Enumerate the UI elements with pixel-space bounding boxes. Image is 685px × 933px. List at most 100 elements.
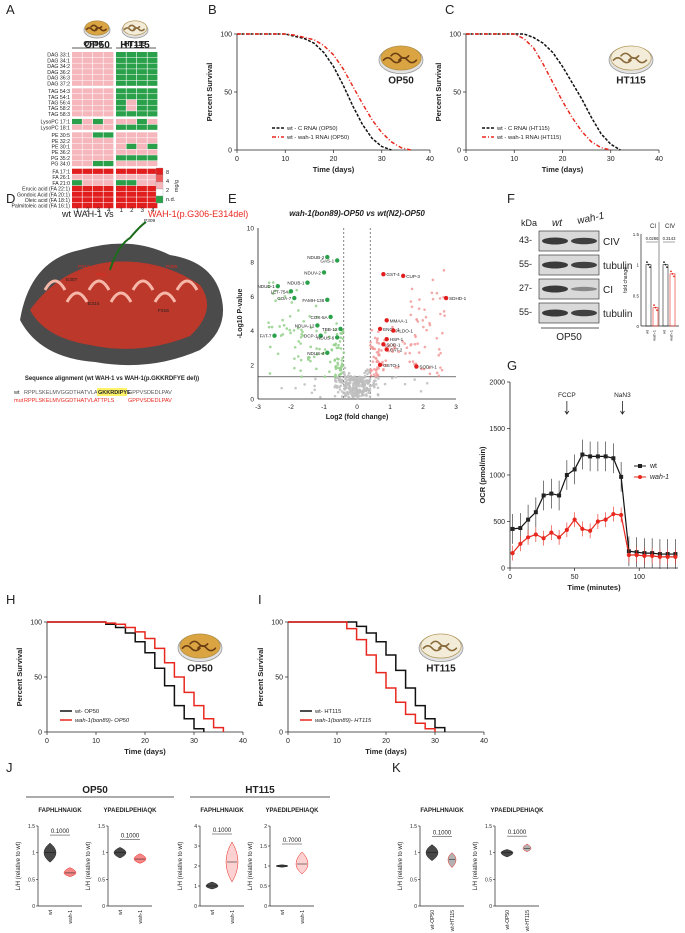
volcano-point [381,360,384,364]
volcano-point [319,395,322,399]
worm-icon [612,56,632,64]
bar-dot [646,261,648,264]
dish-op50-icon: OP50 [378,45,424,87]
series-line-0 [288,621,446,732]
violin [205,881,219,890]
violin-x-label: wt [48,909,54,915]
bar-dot [649,266,651,269]
heatmap-cell [116,69,126,75]
peptide-title: FAPHLHNAIGK [200,808,244,814]
dish-ht115-icon: HT115 [120,20,150,51]
heatmap-row-label: LysoPC 18:1 [40,125,70,131]
heatmap-row-label: PG 35:2 [51,156,70,162]
residue-label: P305 [166,264,178,270]
heatmap-cell [116,174,126,180]
volcano-point [347,396,351,399]
heatmap-cell [147,99,158,105]
heatmap-cell [82,74,93,81]
blot-band [571,237,597,245]
heatmap-cell [103,138,114,144]
heatmap-row-label: TAG 56:4 [48,100,70,106]
heatmap-cell [82,143,93,150]
y-tick-label: 1.5 [98,824,105,830]
y-tick-label: 10 [247,226,255,233]
series-line-1 [466,33,611,151]
p-value: 0.7000 [283,838,302,844]
bar-dot [671,272,674,275]
heatmap-cell [93,57,103,63]
volcano-point [408,360,412,364]
worm-icon [123,27,136,32]
dish-label: OP50 [84,40,110,51]
volcano-point [290,301,294,304]
heatmap-cell [82,105,93,111]
volcano-point [361,385,365,388]
data-point [665,554,670,559]
heatmap-cell [147,160,158,167]
data-point [603,454,608,459]
volcano-point [340,364,343,368]
data-point [510,526,515,531]
y-tick-label: 0 [457,148,461,155]
violin-x-label: wah-1 [300,910,306,924]
series-line-1 [47,621,225,732]
heatmap-cell [147,143,158,150]
volcano-point [358,394,361,398]
volcano-point [330,348,333,351]
heatmap-cell [116,132,126,138]
volcano-point [422,367,426,371]
heatmap-cell [72,69,82,75]
volcano-point [339,368,343,372]
legend-entry: wah-1(bon89)- OP50 [75,718,130,724]
volcano-point [367,371,371,374]
bar-dot [664,263,667,266]
worm-icon [390,52,410,60]
x-tick-label: 40 [480,738,488,745]
heatmap-cell [103,52,114,58]
legend-swatch [155,167,164,176]
heatmap-cell [72,180,82,186]
heatmap-cell [137,88,147,94]
volcano-point [361,382,364,386]
data-point [518,541,523,546]
y-tick-label: 1 [414,851,417,857]
heatmap-cell [137,94,147,100]
heatmap-cell [103,74,114,81]
volcano-point [308,356,311,359]
panel-letter-D: D [6,191,15,206]
heatmap-row-label: PE 32:2 [52,139,71,145]
heatmap-cell [82,69,93,75]
heatmap-cell [103,94,114,100]
heatmap-cell [126,143,137,150]
labeled-point [288,289,294,294]
volcano-point [282,324,286,327]
data-point [533,510,538,515]
volcano-point [313,384,316,388]
deleted-loop [109,221,147,271]
heatmap-row-label: PE 30:5 [52,133,71,139]
volcano-point [363,371,366,375]
volcano-point [352,386,356,390]
y-tick-label: 2 [264,824,267,830]
blot-band [571,286,597,292]
volcano-point [340,359,344,362]
volcano-point [375,371,378,375]
seq-wt-highlight: GKKRDIPYE [98,390,131,396]
violin-x-label: wt [210,909,216,915]
series-line-1 [512,513,676,558]
heatmap-row-label: TAG 58:2 [48,106,70,112]
volcano-point [336,390,340,394]
bar-x-label: wt [645,329,650,334]
peptide-title: YPAEDILPEHIAQK [104,808,158,814]
volcano-point [354,379,358,383]
heatmap-cell [103,105,114,111]
volcano-point [365,393,368,396]
chart-H: 0 10 20 30 40 0 50 100 Time (days) Percent Surviv… [15,620,247,757]
heatmap-cell [82,191,93,197]
volcano-point [361,393,364,396]
p-value: 0.1000 [121,833,140,839]
heatmap-cell [116,143,126,150]
violin-x-label: wt [118,909,124,915]
heatmap-cell [147,132,158,138]
